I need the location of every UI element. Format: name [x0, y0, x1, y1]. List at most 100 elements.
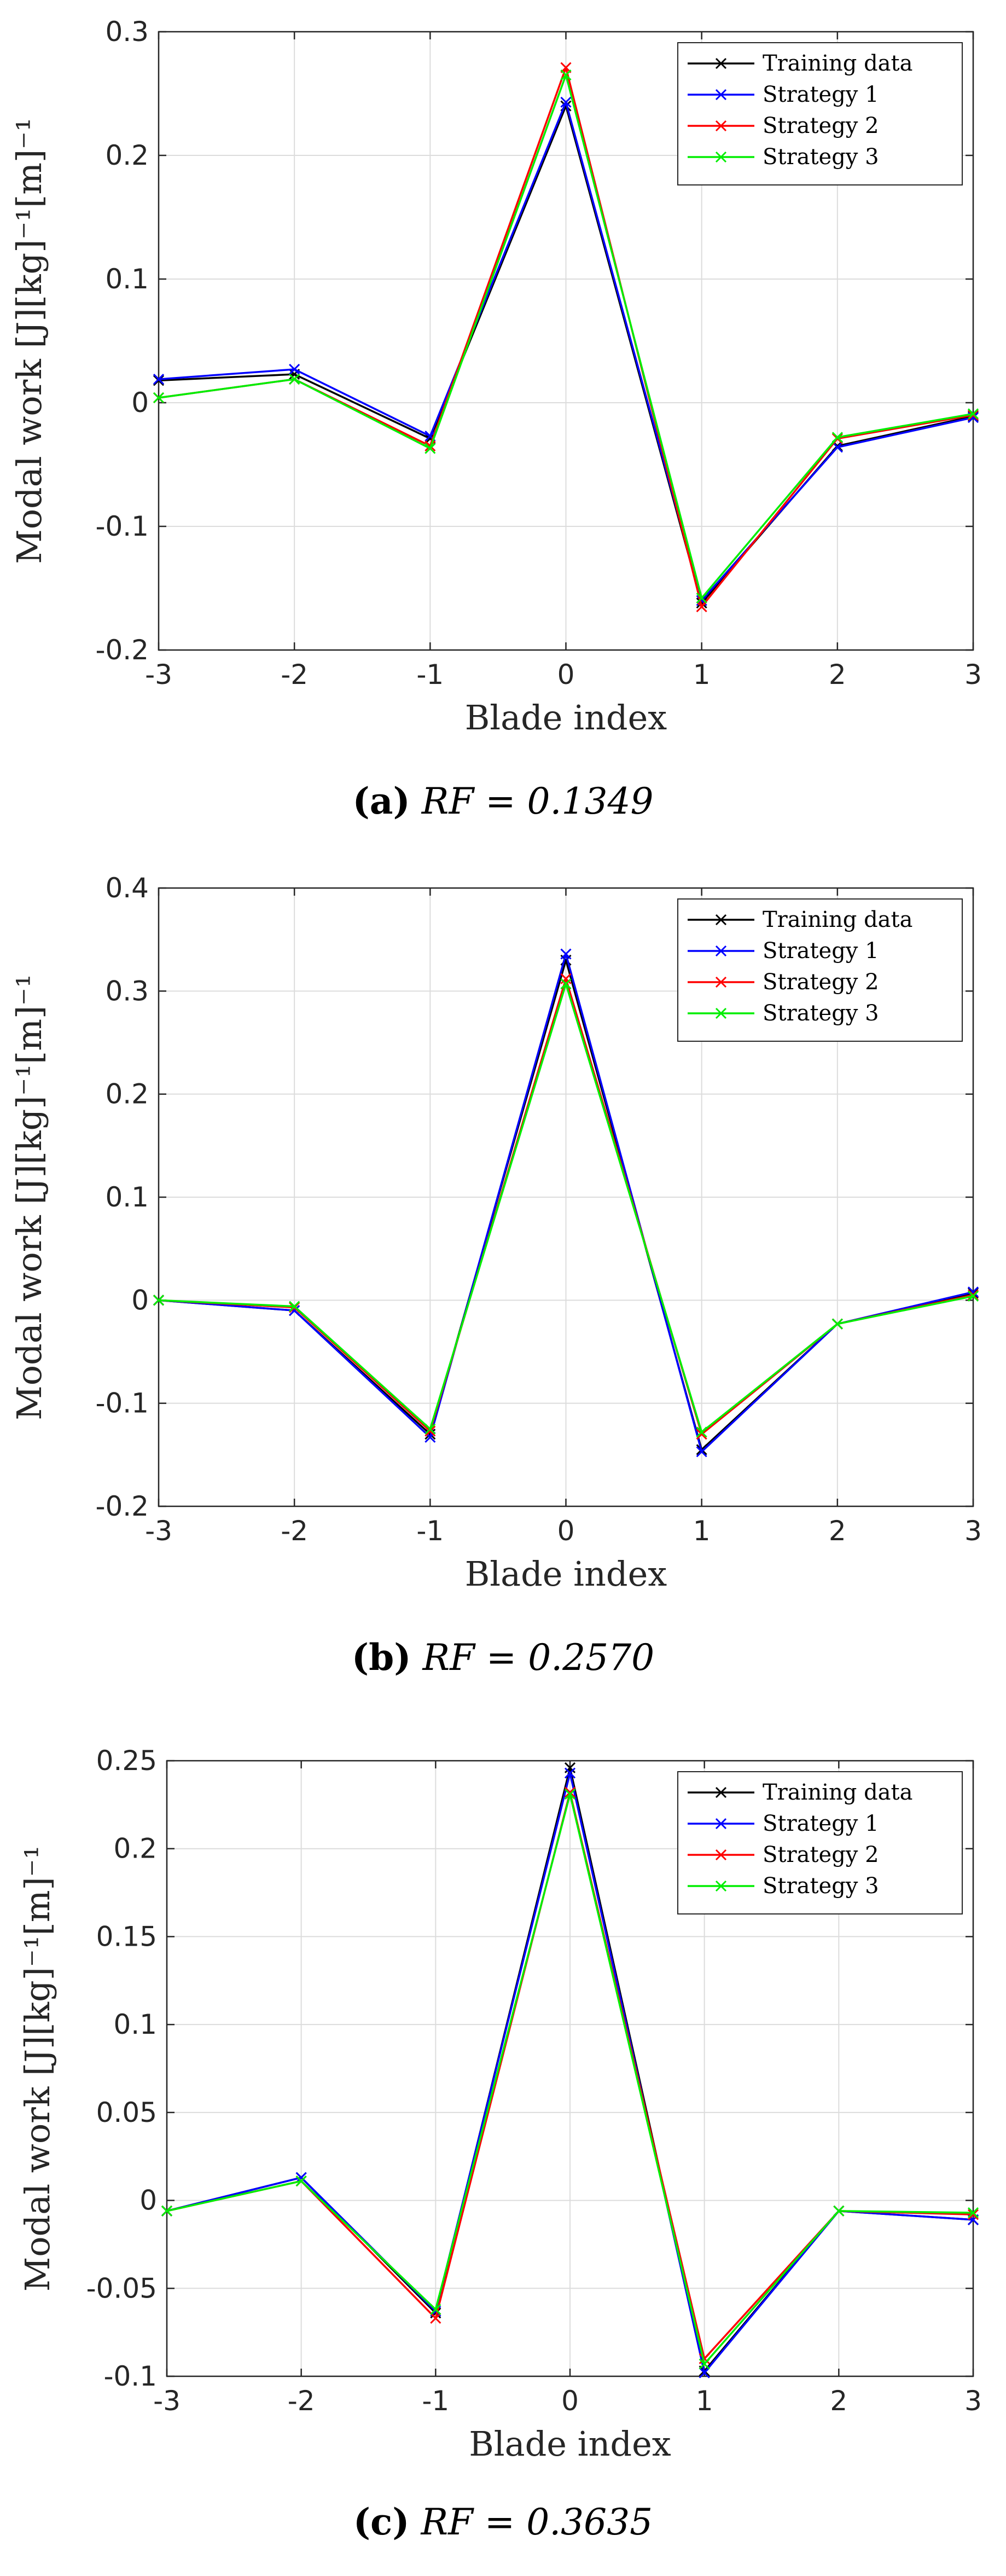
- x-axis-title: Blade index: [469, 2424, 671, 2464]
- y-tick-label: 0.1: [105, 263, 149, 295]
- caption-c: (c) RF = 0.3635: [0, 2500, 1006, 2543]
- data-point-marker: [560, 69, 572, 81]
- legend-entry-label: Strategy 2: [763, 1842, 879, 1867]
- legend-entry-label: Strategy 3: [763, 144, 879, 170]
- caption-text: RF = 0.1349: [421, 780, 654, 822]
- data-point-marker: [289, 373, 300, 385]
- y-tick-label: 0: [131, 1284, 149, 1316]
- caption-text: RF = 0.2570: [422, 1637, 655, 1679]
- legend-swatch-marker: [715, 89, 727, 101]
- data-point-marker: [831, 1318, 843, 1330]
- x-tick-label: 0: [561, 2385, 579, 2417]
- x-tick-label: -1: [416, 659, 444, 691]
- x-tick-label: -2: [281, 1515, 308, 1547]
- data-point-marker: [430, 2312, 441, 2324]
- data-point-marker: [564, 1789, 576, 1800]
- data-point-marker: [153, 392, 165, 404]
- data-point-marker: [425, 443, 436, 454]
- x-tick-label: -1: [416, 1515, 444, 1547]
- x-tick-label: 1: [693, 659, 711, 691]
- y-tick-label: 0: [131, 387, 149, 419]
- x-axis-title: Blade index: [465, 1554, 667, 1594]
- legend-entry-label: Strategy 2: [763, 970, 879, 995]
- line-chart-a: -0.2 -0.1 0 0.1 0.2 0.3 -3 -2 -1 0 1 2 3 Blade index M…: [9, 16, 982, 738]
- y-axis-title: Modal work [J][kg]⁻¹[m]⁻¹: [9, 974, 49, 1420]
- chart-panel-c: -0.1 -0.05 0 0.05 0.1 0.15 0.2 0.25 -3 -2 -1 0 1 2 3 Bl…: [0, 1713, 1006, 2576]
- line-chart-b: -0.2 -0.1 0 0.1 0.2 0.3 0.4 -3 -2 -1 0 1 2 3 Blade ind…: [9, 872, 982, 1594]
- data-point-marker: [153, 375, 165, 386]
- data-point-marker: [699, 2358, 710, 2370]
- legend-swatch-marker: [715, 976, 727, 988]
- x-axis-title: Blade index: [465, 698, 667, 738]
- data-point-marker: [161, 2205, 173, 2217]
- x-tick-label: 2: [829, 1515, 846, 1547]
- x-tick-label: 2: [830, 2385, 847, 2417]
- y-tick-label: 0.2: [105, 1078, 149, 1110]
- legend-entry-label: Strategy 1: [763, 1811, 879, 1836]
- x-tick-label: -2: [288, 2385, 315, 2417]
- x-tick-label: 0: [557, 1515, 575, 1547]
- data-point-marker: [295, 2175, 307, 2187]
- x-tick-label: -2: [281, 659, 308, 691]
- legend-swatch-marker: [715, 1880, 727, 1892]
- y-axis-title: Modal work [J][kg]⁻¹[m]⁻¹: [18, 1846, 57, 2292]
- data-point-marker: [153, 373, 165, 385]
- y-tick-label: -0.2: [95, 634, 149, 666]
- data-point-marker: [967, 409, 979, 421]
- y-tick-label: 0.3: [105, 975, 149, 1007]
- x-tick-label: 3: [964, 2385, 982, 2417]
- legend-swatch-marker: [715, 120, 727, 132]
- data-point-marker: [564, 1762, 576, 1773]
- legend-swatch-marker: [715, 151, 727, 163]
- legend-entry-label: Strategy 3: [763, 1001, 879, 1026]
- data-point-marker: [696, 1429, 707, 1440]
- legend-swatch-marker: [715, 1849, 727, 1861]
- data-point-marker: [967, 2209, 979, 2220]
- data-point-marker: [430, 2304, 441, 2315]
- y-tick-label: 0.2: [105, 140, 149, 171]
- x-tick-label: 2: [829, 659, 846, 691]
- chart-panel-b: -0.2 -0.1 0 0.1 0.2 0.3 0.4 -3 -2 -1 0 1 2 3 Blade ind…: [0, 856, 1006, 1713]
- legend-swatch-marker: [715, 1007, 727, 1019]
- y-tick-label: 0.15: [96, 1921, 157, 1952]
- legend-entry-label: Training data: [763, 1780, 912, 1805]
- x-tick-label: -3: [145, 659, 172, 691]
- caption-letter: (c): [353, 2500, 410, 2543]
- line-chart-c: -0.1 -0.05 0 0.05 0.1 0.15 0.2 0.25 -3 -2 -1 0 1 2 3 Bl…: [18, 1745, 982, 2464]
- y-tick-label: 0.4: [105, 872, 149, 904]
- data-point-marker: [289, 1301, 300, 1312]
- legend-swatch-marker: [715, 945, 727, 957]
- y-tick-label: -0.2: [95, 1490, 149, 1522]
- chart-panel-a: -0.2 -0.1 0 0.1 0.2 0.3 -3 -2 -1 0 1 2 3 Blade index M…: [0, 0, 1006, 856]
- x-tick-label: 3: [964, 1515, 982, 1547]
- x-tick-label: 1: [696, 2385, 713, 2417]
- data-point-marker: [699, 2367, 710, 2378]
- data-point-marker: [289, 363, 300, 375]
- data-point-marker: [967, 410, 979, 422]
- y-tick-label: -0.05: [86, 2272, 157, 2304]
- data-point-marker: [560, 973, 572, 984]
- y-tick-label: -0.1: [95, 510, 149, 542]
- caption-b: (b) RF = 0.2570: [0, 1636, 1006, 1679]
- legend-swatch-marker: [715, 914, 727, 926]
- y-tick-label: 0.3: [105, 16, 149, 48]
- data-point-marker: [564, 1767, 576, 1779]
- y-tick-label: 0.2: [113, 1833, 157, 1865]
- data-point-marker: [967, 2207, 979, 2219]
- y-tick-label: 0.25: [96, 1745, 157, 1777]
- data-point-marker: [696, 1446, 707, 1458]
- x-tick-label: -3: [153, 2385, 181, 2417]
- data-point-marker: [564, 1786, 576, 1798]
- legend-swatch-marker: [715, 1786, 727, 1798]
- x-tick-label: -3: [145, 1515, 172, 1547]
- caption-text: RF = 0.3635: [421, 2501, 653, 2543]
- data-point-marker: [967, 1290, 979, 1302]
- legend-entry-label: Strategy 3: [763, 1873, 879, 1899]
- y-axis-title: Modal work [J][kg]⁻¹[m]⁻¹: [9, 118, 49, 564]
- caption-letter: (a): [352, 780, 410, 822]
- data-point-marker: [153, 1295, 165, 1306]
- caption-letter: (b): [351, 1636, 411, 1679]
- legend-entry-label: Strategy 2: [763, 113, 879, 138]
- x-tick-label: 0: [557, 659, 575, 691]
- legend-entry-label: Strategy 1: [763, 938, 879, 964]
